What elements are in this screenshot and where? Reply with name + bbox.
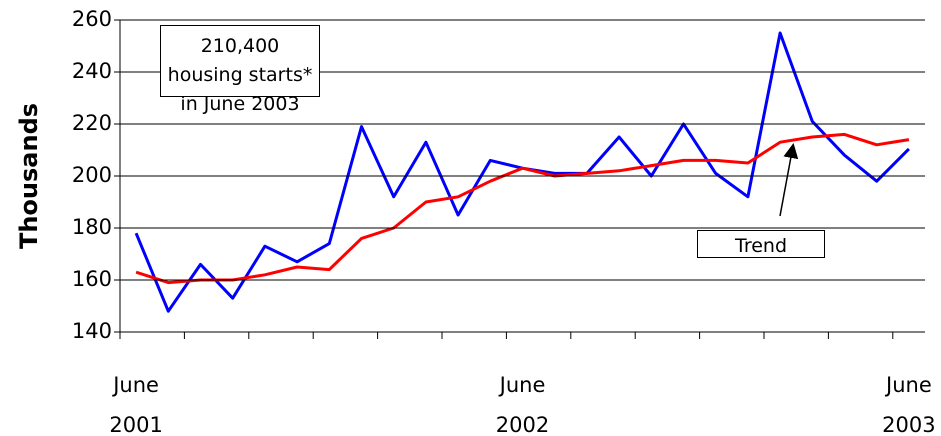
y-tick-label: 200 — [72, 163, 112, 187]
y-tick-label: 240 — [72, 59, 112, 83]
x-tick-label: June 2002 — [495, 373, 550, 436]
trend-label: Trend — [697, 230, 825, 258]
y-axis-label: Thousands — [15, 103, 43, 249]
y-tick-label: 140 — [72, 319, 112, 343]
y-tick-label: 220 — [72, 111, 112, 135]
y-tick-label: 160 — [72, 267, 112, 291]
annotation-arrow — [779, 143, 799, 217]
y-tick-label: 180 — [72, 215, 112, 239]
x-tick-label: June 2003 — [882, 373, 936, 436]
y-tick-label: 260 — [72, 7, 112, 31]
line-series — [135, 132, 910, 285]
x-tick-label: June 2001 — [109, 373, 163, 436]
annotation-box: 210,400 housing starts* in June 2003 — [160, 25, 320, 115]
